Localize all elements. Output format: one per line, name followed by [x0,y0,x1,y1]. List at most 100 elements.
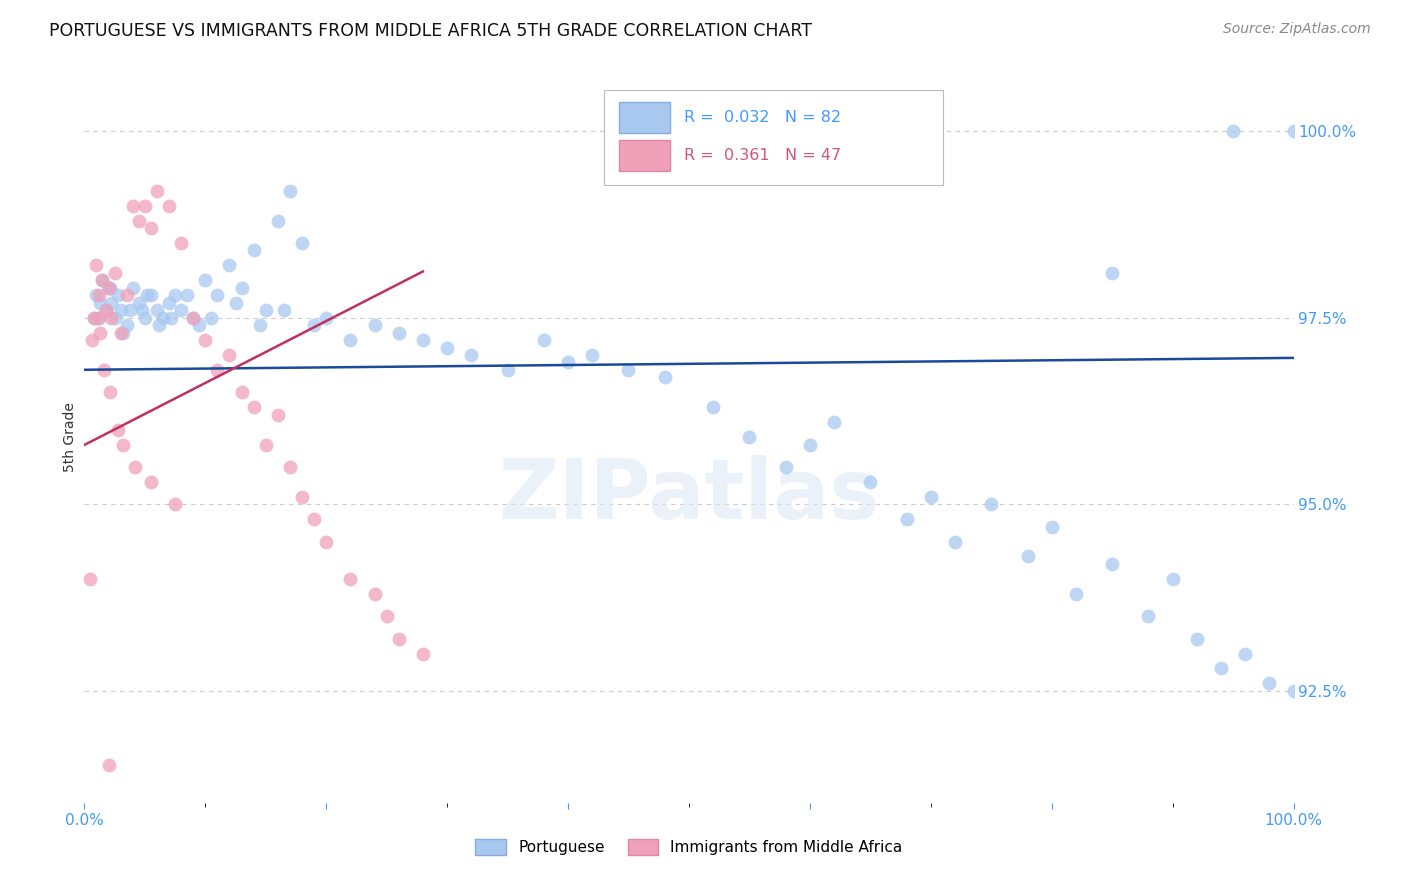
Point [176,288,198,302]
Point [94,303,117,318]
Point [200,310,222,325]
Point [181,310,204,325]
Point [896,512,918,526]
Point [93,363,115,377]
Point [249,318,271,332]
Point [859,475,882,489]
Point [1017,549,1039,564]
Point [115,288,138,302]
Point [533,333,555,347]
Point [1234,647,1257,661]
Point [496,363,519,377]
Point [91,273,114,287]
Point [267,408,290,422]
Point [273,303,295,318]
Point [218,259,240,273]
Point [278,459,301,474]
Point [194,273,217,287]
Point [157,199,180,213]
Point [98,281,121,295]
Point [170,235,193,250]
Point [920,490,942,504]
Point [87,310,110,325]
Point [134,310,156,325]
Point [412,647,434,661]
Point [315,534,337,549]
Legend: Portuguese, Immigrants from Middle Africa: Portuguese, Immigrants from Middle Afric… [470,833,908,861]
Point [157,295,180,310]
Point [87,288,110,302]
Point [98,385,121,400]
Point [231,385,253,400]
Point [121,199,143,213]
Point [315,310,337,325]
Point [112,437,135,451]
Point [97,758,120,772]
Point [146,303,169,318]
Point [339,333,361,347]
Point [460,348,482,362]
Point [943,534,966,549]
Point [1282,124,1305,138]
Point [1101,557,1123,571]
Point [160,310,183,325]
Point [128,213,150,227]
Text: R =  0.361   N = 47: R = 0.361 N = 47 [685,148,841,163]
Point [738,430,761,444]
Point [1040,519,1063,533]
Point [152,310,174,325]
Point [242,244,264,258]
Point [124,459,146,474]
Point [148,318,170,332]
Point [139,288,162,302]
Point [339,572,361,586]
Point [254,437,277,451]
Point [302,318,325,332]
Point [146,184,169,198]
Point [100,310,122,325]
Point [86,288,108,302]
Point [104,266,127,280]
Point [1282,683,1305,698]
Point [110,326,132,340]
Point [775,459,797,474]
Y-axis label: 5th Grade: 5th Grade [63,402,77,472]
Point [799,437,821,451]
Text: Source: ZipAtlas.com: Source: ZipAtlas.com [1223,22,1371,37]
Point [83,310,105,325]
Point [1209,661,1232,675]
Point [1064,587,1087,601]
Point [128,295,150,310]
Bar [619,140,669,171]
Point [89,295,111,310]
Text: PORTUGUESE VS IMMIGRANTS FROM MIDDLE AFRICA 5TH GRADE CORRELATION CHART: PORTUGUESE VS IMMIGRANTS FROM MIDDLE AFR… [49,22,813,40]
Point [188,318,211,332]
Point [86,259,108,273]
Point [302,512,325,526]
Point [89,326,111,340]
Point [231,281,253,295]
Text: ZIPatlas: ZIPatlas [499,455,879,536]
Point [134,199,156,213]
Point [242,401,264,415]
Point [207,363,229,377]
Point [83,310,105,325]
Point [136,288,159,302]
Point [100,295,122,310]
Point [1161,572,1184,586]
Point [388,326,411,340]
Point [654,370,676,384]
Point [79,572,101,586]
Point [170,303,193,318]
Point [207,288,229,302]
Point [165,497,187,511]
Point [291,235,314,250]
Point [557,355,579,369]
Point [702,401,724,415]
Point [1258,676,1281,690]
Point [1101,266,1123,280]
Point [97,281,120,295]
Point [115,318,138,332]
Point [104,310,127,325]
Point [112,326,135,340]
